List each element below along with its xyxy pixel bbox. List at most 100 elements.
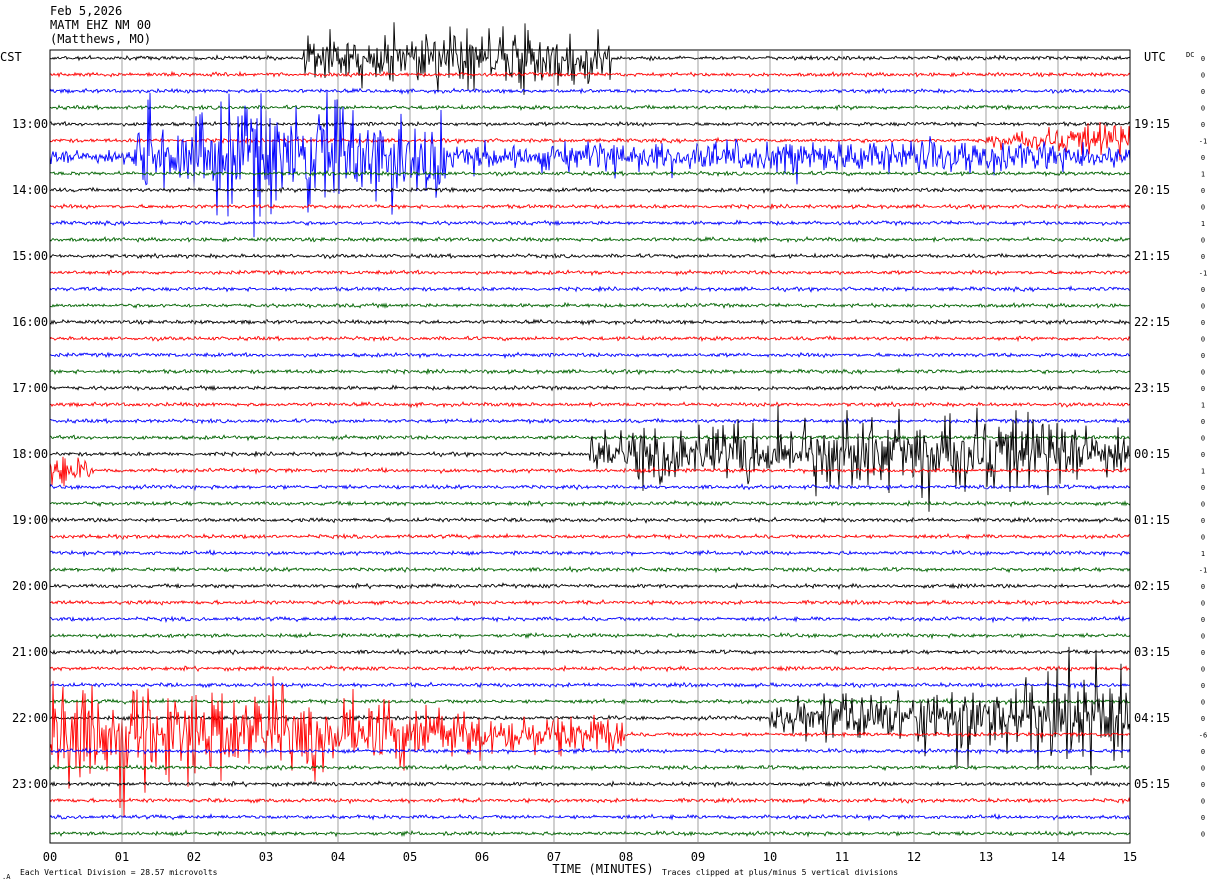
seismic-trace (49, 367, 1131, 376)
seismic-trace (49, 334, 1131, 343)
utc-hour-label: 23:15 (1134, 381, 1170, 395)
dc-offset-value: 1 (1201, 171, 1205, 179)
dc-offset-value: 0 (1201, 418, 1205, 426)
cst-hour-label: 23:00 (12, 777, 48, 791)
seismic-trace (49, 780, 1131, 789)
cst-hour-label: 21:00 (12, 645, 48, 659)
dc-offset-value: 0 (1201, 303, 1205, 311)
seismic-trace (49, 697, 1131, 706)
corner-mark: .A (2, 873, 11, 881)
dc-offset-value: 0 (1201, 105, 1205, 113)
seismic-trace (49, 499, 1131, 508)
cst-hour-label: 19:00 (12, 513, 48, 527)
cst-hour-label: 22:00 (12, 711, 48, 725)
seismic-trace (49, 664, 1131, 673)
seismic-trace (49, 796, 1131, 805)
dc-offset-value: 0 (1201, 154, 1205, 162)
seismic-trace (49, 456, 1131, 487)
utc-hour-label: 20:15 (1134, 183, 1170, 197)
right-timezone-label: UTC (1144, 50, 1166, 64)
dc-offset-value: 0 (1201, 666, 1205, 674)
seismic-trace (49, 676, 1131, 817)
dc-offset-value: 0 (1201, 88, 1205, 96)
seismic-trace (49, 615, 1131, 624)
seismic-trace (49, 483, 1131, 492)
dc-offset-value: -1 (1199, 138, 1207, 146)
seismic-trace (49, 681, 1131, 690)
dc-offset-value: -6 (1199, 732, 1207, 740)
x-tick-label: 04 (331, 850, 345, 864)
grid-group (49, 49, 1131, 844)
x-tick-label: 15 (1123, 850, 1137, 864)
dc-offset-value: -1 (1199, 567, 1207, 575)
seismic-trace (49, 89, 1131, 238)
seismic-trace (49, 103, 1131, 112)
dc-offset-value: 0 (1201, 765, 1205, 773)
seismic-trace (49, 565, 1131, 574)
dc-offset-value: 0 (1201, 649, 1205, 657)
dc-offset-value: 1 (1201, 220, 1205, 228)
seismic-trace (49, 582, 1131, 591)
dc-offset-value: 0 (1201, 534, 1205, 542)
seismic-trace (49, 400, 1131, 409)
dc-offset-value: 0 (1201, 682, 1205, 690)
x-tick-label: 00 (43, 850, 57, 864)
dc-offset-value: 0 (1201, 286, 1205, 294)
seismic-trace (49, 829, 1131, 838)
x-axis-label: TIME (MINUTES) (552, 862, 653, 876)
seismic-trace (49, 813, 1131, 822)
dc-offset-value: 0 (1201, 484, 1205, 492)
dc-offset-value: 0 (1201, 798, 1205, 806)
dc-offset-value: 1 (1201, 468, 1205, 476)
dc-offset-value: 0 (1201, 336, 1205, 344)
trace-group (49, 22, 1131, 838)
dc-offset-value: 0 (1201, 831, 1205, 839)
dc-offset-value: 0 (1201, 435, 1205, 443)
x-tick-label: 13 (979, 850, 993, 864)
utc-hour-label: 03:15 (1134, 645, 1170, 659)
x-tick-label: 01 (115, 850, 129, 864)
seismic-trace (49, 70, 1131, 79)
dc-offset-value: 0 (1201, 369, 1205, 377)
seismic-trace (49, 120, 1131, 128)
x-tick-label: 05 (403, 850, 417, 864)
x-tick-label: 12 (907, 850, 921, 864)
dc-offset-value: 0 (1201, 748, 1205, 756)
dc-offset-value: 0 (1201, 600, 1205, 608)
dc-offset-value: -1 (1199, 270, 1207, 278)
dc-offset-value: 0 (1201, 583, 1205, 591)
seismic-trace (49, 351, 1131, 359)
seismic-trace (49, 384, 1131, 392)
plot-frame (49, 49, 1131, 844)
seismic-trace (49, 763, 1131, 772)
utc-hour-label: 22:15 (1134, 315, 1170, 329)
seismic-trace (49, 631, 1131, 640)
dc-header-label: DC (1186, 51, 1194, 59)
station-location: (Matthews, MO) (50, 32, 152, 46)
dc-offset-value: 0 (1201, 517, 1205, 525)
seismic-trace (49, 516, 1131, 524)
seismic-trace (49, 252, 1131, 260)
plot-date: Feb 5,2026 (50, 4, 123, 18)
dc-offset-value: 0 (1201, 72, 1205, 80)
dc-offset-value: 0 (1201, 781, 1205, 789)
utc-hour-label: 19:15 (1134, 117, 1170, 131)
seismic-trace (49, 746, 1131, 756)
seismic-trace (49, 646, 1131, 776)
dc-offset-value: 0 (1201, 501, 1205, 509)
dc-offset-value: 1 (1201, 550, 1205, 558)
cst-hour-label: 13:00 (12, 117, 48, 131)
dc-offset-value: 0 (1201, 616, 1205, 624)
seismic-trace (49, 301, 1131, 309)
x-tick-label: 08 (619, 850, 633, 864)
utc-hour-label: 05:15 (1134, 777, 1170, 791)
seismic-trace (49, 434, 1131, 442)
cst-hour-label: 20:00 (12, 579, 48, 593)
seismic-trace (49, 405, 1131, 512)
dc-offset-value: 0 (1201, 253, 1205, 261)
dc-offset-value: 0 (1201, 715, 1205, 723)
dc-offset-value: 0 (1201, 204, 1205, 212)
cst-hour-label: 17:00 (12, 381, 48, 395)
